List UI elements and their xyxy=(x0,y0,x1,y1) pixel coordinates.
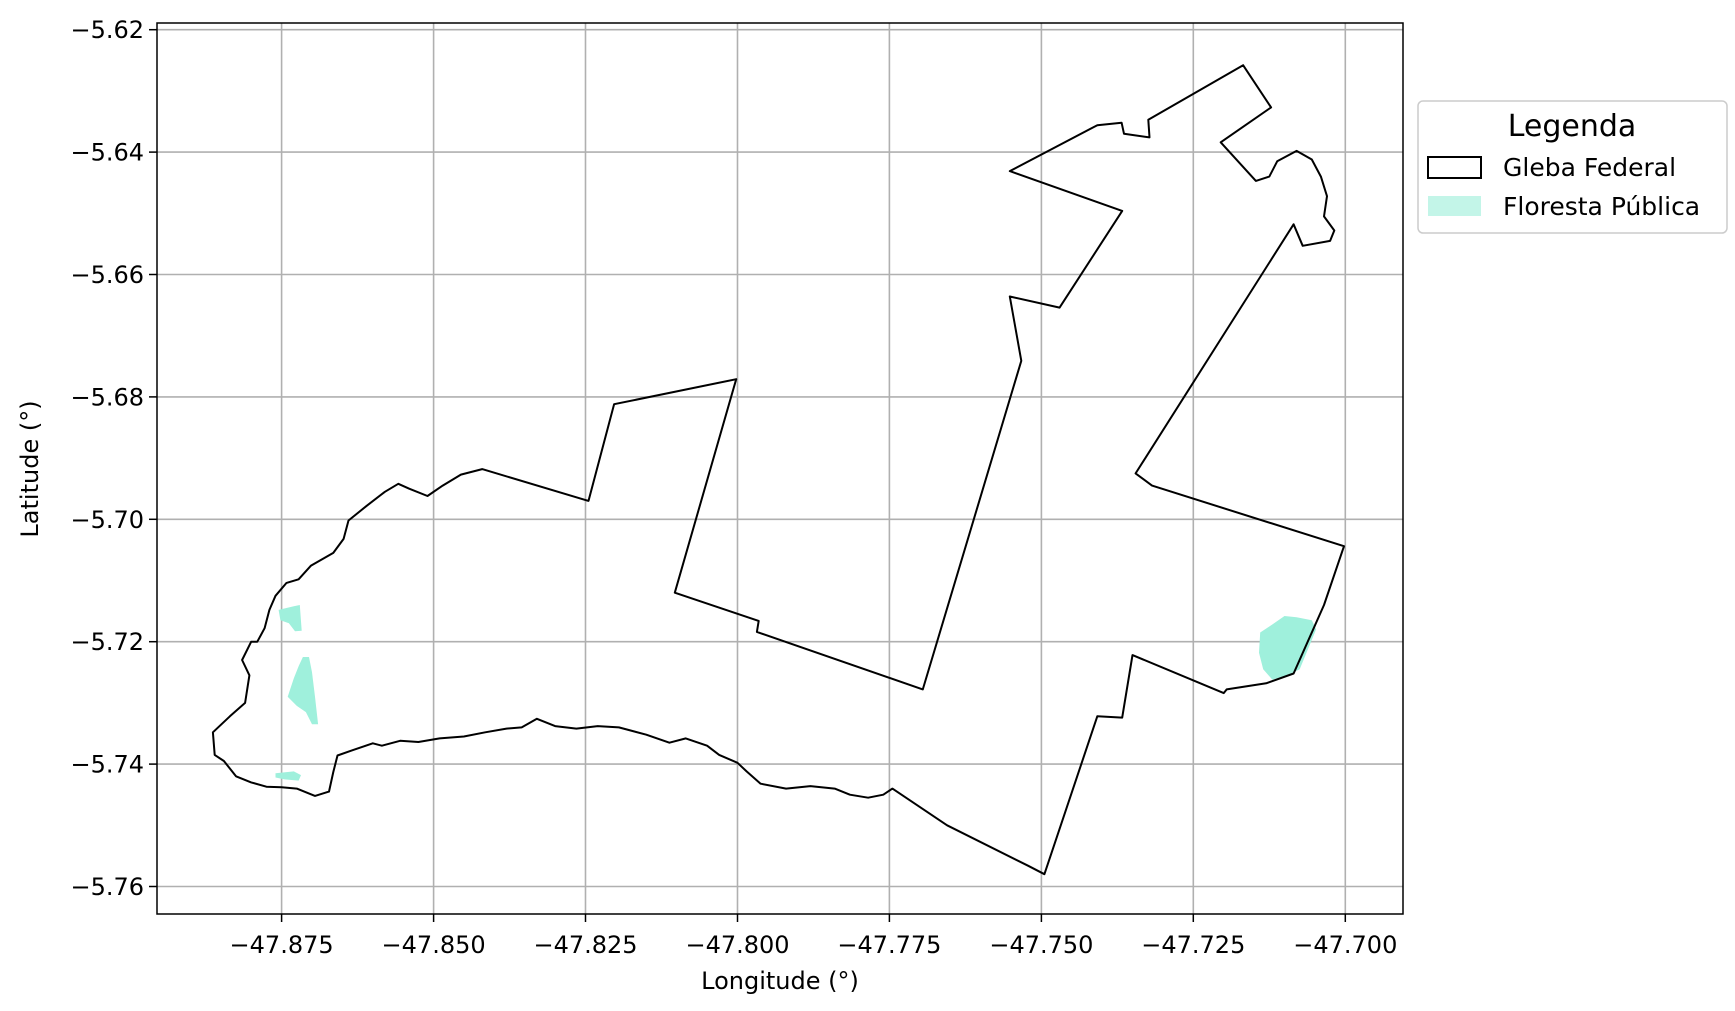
legend-title: Legenda xyxy=(1508,109,1637,144)
x-tick-label: −47.700 xyxy=(1293,931,1397,959)
y-tick-label: −5.68 xyxy=(70,383,144,411)
x-tick-label: −47.800 xyxy=(685,931,789,959)
floresta-publica-patch xyxy=(278,605,302,632)
legend-label-gleba: Gleba Federal xyxy=(1503,153,1676,182)
y-tick-label: −5.62 xyxy=(70,16,144,44)
legend-frame xyxy=(1417,100,1728,234)
x-tick-label: −47.725 xyxy=(1141,931,1245,959)
x-tick-label: −47.875 xyxy=(230,931,334,959)
y-tick-label: −5.70 xyxy=(70,506,144,534)
y-tick-label: −5.72 xyxy=(70,628,144,656)
y-tick-label: −5.74 xyxy=(70,751,144,779)
x-tick-label: −47.850 xyxy=(382,931,486,959)
y-axis-label: Latitude (°) xyxy=(16,400,44,537)
x-tick-label: −47.750 xyxy=(989,931,1093,959)
map-layers xyxy=(211,64,1345,876)
legend: Legenda Gleba Federal Floresta Pública xyxy=(1417,100,1728,234)
floresta-publica-patch xyxy=(275,771,301,781)
y-tick-label: −5.66 xyxy=(70,261,144,289)
legend-swatch-gleba xyxy=(1427,156,1482,179)
y-tick-label: −5.64 xyxy=(70,139,144,167)
floresta-publica-patch xyxy=(287,657,319,725)
legend-label-floresta: Floresta Pública xyxy=(1503,192,1700,221)
plot-frame xyxy=(156,22,1404,915)
grid-lines xyxy=(157,23,1403,914)
x-tick-label: −47.775 xyxy=(837,931,941,959)
y-tick-label: −5.76 xyxy=(70,873,144,901)
floresta-publica-patch xyxy=(1259,616,1317,680)
x-tick-label: −47.825 xyxy=(533,931,637,959)
gleba-federal-boundary xyxy=(211,64,1345,876)
legend-swatch-floresta xyxy=(1428,196,1481,216)
axis-ticks: −47.875 −47.850 −47.825 −47.800 −47.775 −47.7… xyxy=(70,16,1397,959)
x-axis-label: Longitude (°) xyxy=(701,967,859,995)
